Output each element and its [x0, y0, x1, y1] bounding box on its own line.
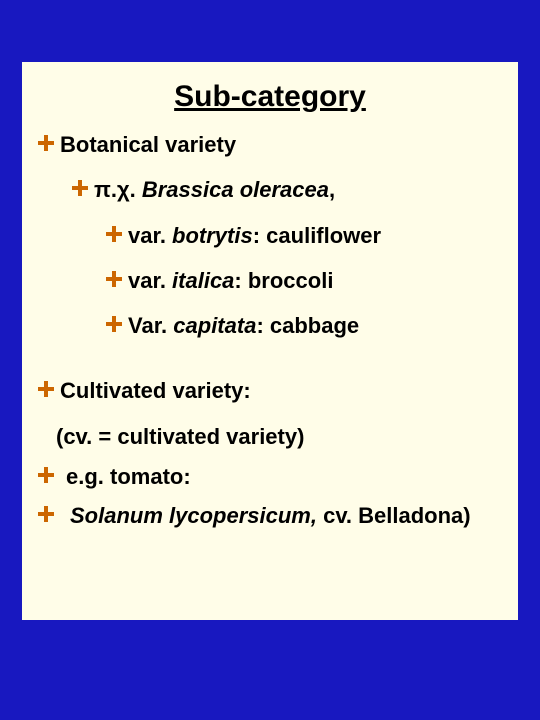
list-item: (cv. = cultivated variety) — [56, 424, 502, 450]
list-item: Botanical variety — [38, 132, 502, 157]
slide-title: Sub-category — [38, 80, 502, 114]
list-item: π.χ. Brassica oleracea, — [72, 177, 502, 202]
plus-bullet-icon — [38, 467, 54, 483]
item-text: (cv. = cultivated variety) — [56, 424, 304, 449]
plus-bullet-icon — [106, 316, 122, 332]
plus-bullet-icon — [72, 180, 88, 196]
list-item: Cultivated variety: — [38, 378, 502, 403]
plus-bullet-icon — [38, 506, 54, 522]
item-text: Solanum lycopersicum, cv. Belladona) — [60, 503, 471, 528]
item-text: π.χ. Brassica oleracea, — [94, 177, 335, 202]
plus-bullet-icon — [106, 271, 122, 287]
list-item: var. botrytis: cauliflower — [106, 223, 502, 248]
item-text: Cultivated variety: — [60, 378, 251, 403]
item-text: var. italica: broccoli — [128, 268, 333, 293]
list-item: var. italica: broccoli — [106, 268, 502, 293]
plus-bullet-icon — [38, 135, 54, 151]
list-item: Var. capitata: cabbage — [106, 313, 502, 338]
list-item: e.g. tomato: — [38, 464, 502, 489]
plus-bullet-icon — [106, 226, 122, 242]
item-text: Botanical variety — [60, 132, 236, 157]
item-text: Var. capitata: cabbage — [128, 313, 359, 338]
item-text: var. botrytis: cauliflower — [128, 223, 381, 248]
item-text: e.g. tomato: — [60, 464, 191, 489]
slide: Sub-category Botanical variety π.χ. Bras… — [22, 62, 518, 620]
plus-bullet-icon — [38, 381, 54, 397]
list-item: Solanum lycopersicum, cv. Belladona) — [38, 503, 502, 528]
